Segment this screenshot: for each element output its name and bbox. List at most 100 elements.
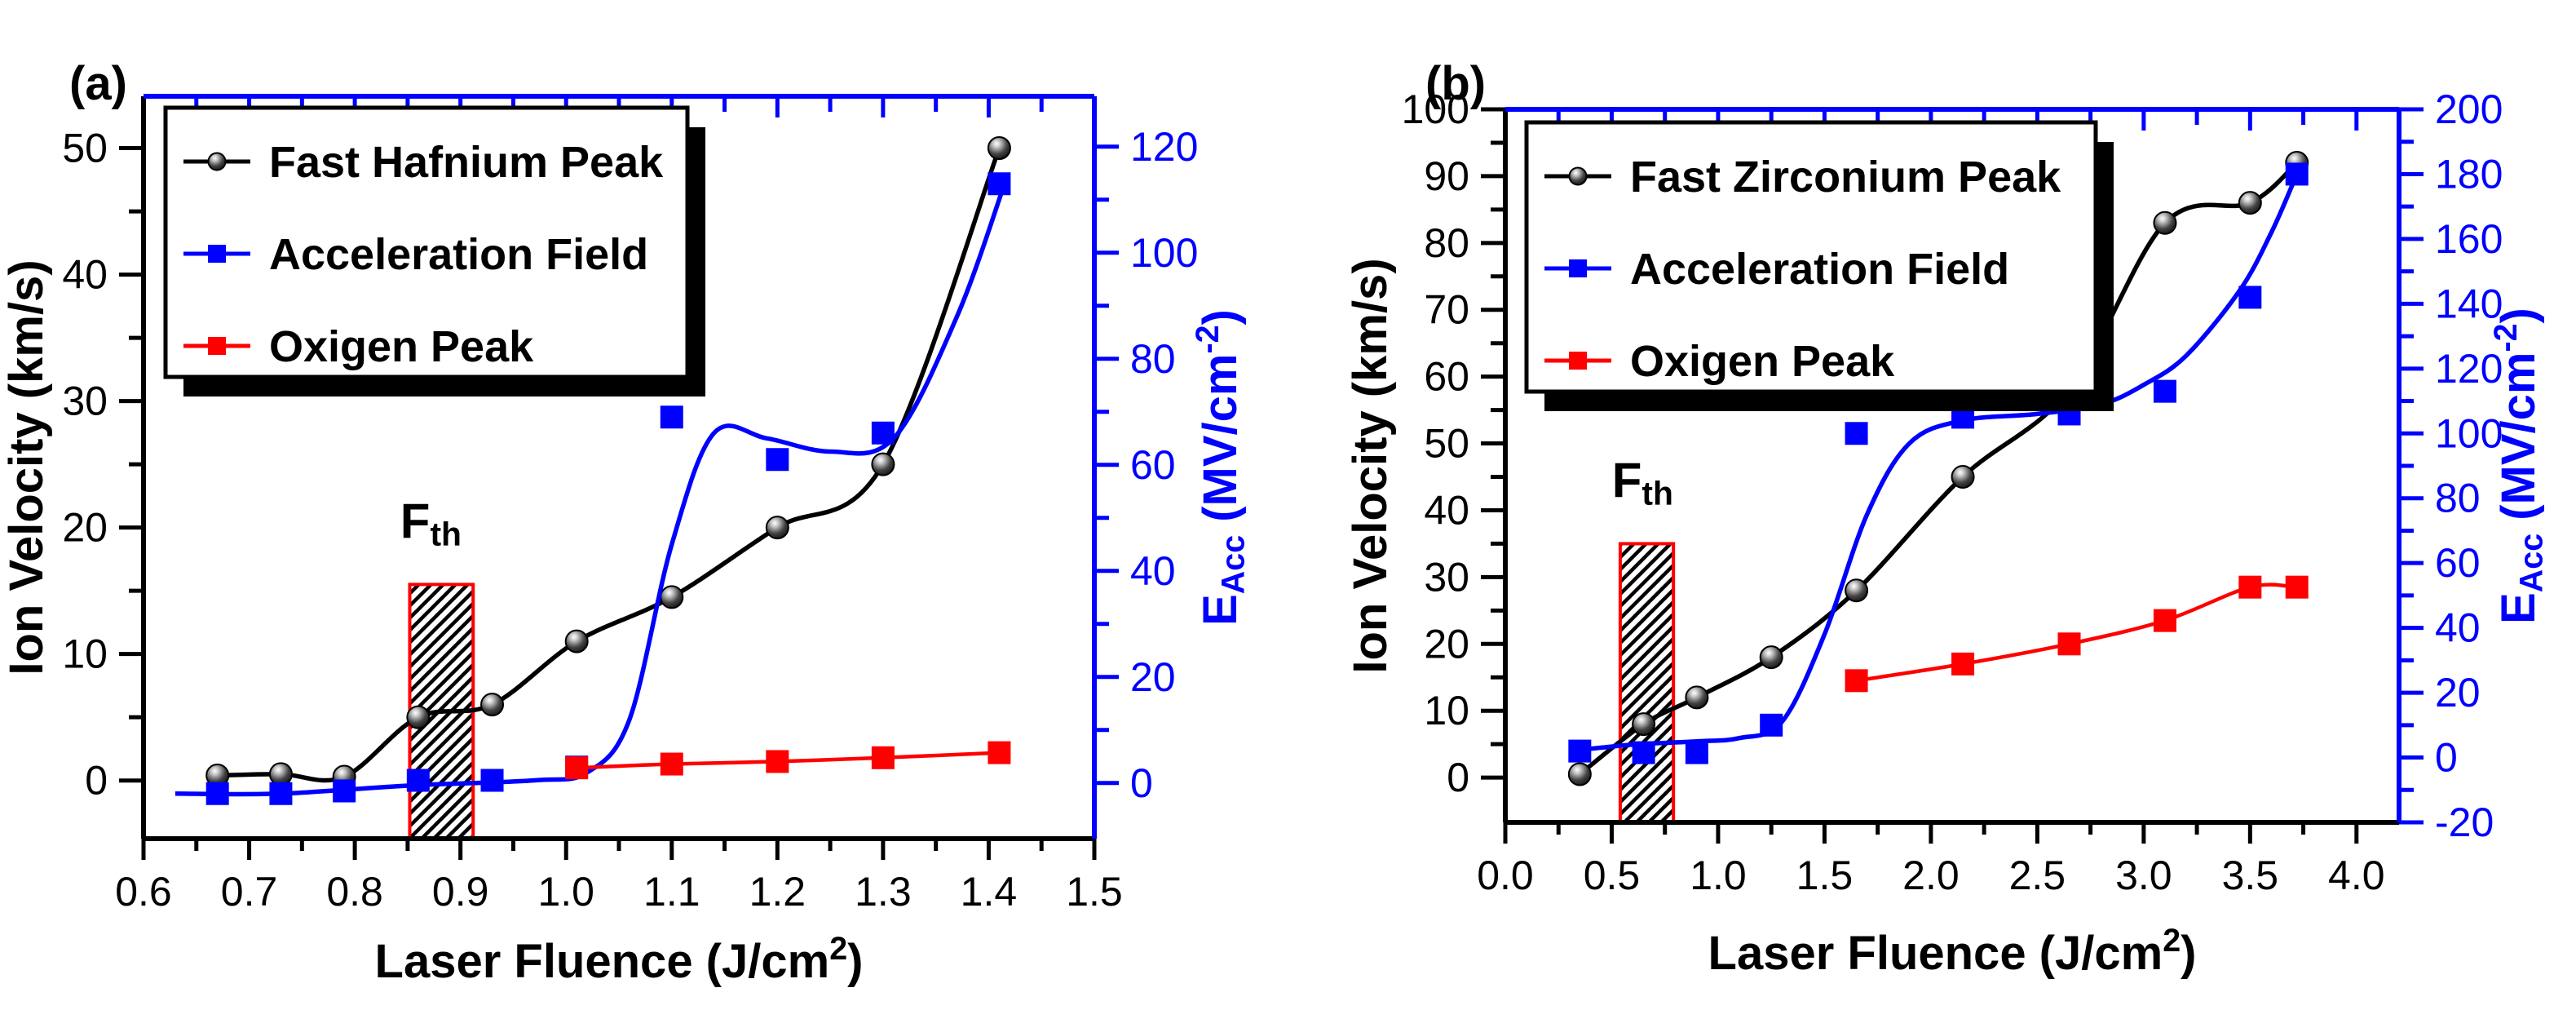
data-point-acceleration-field (871, 421, 895, 445)
right-tick-label: 120 (2435, 346, 2503, 392)
left-axis-title: Ion Velocity (km/s) (1344, 258, 1397, 673)
series-acceleration-field-curve (175, 183, 1007, 797)
data-point-oxigen-peak (988, 741, 1011, 764)
right-tick-label: 40 (1130, 548, 1176, 594)
x-tick-label: 1.2 (749, 869, 806, 915)
right-tick-label: 0 (2435, 735, 2458, 781)
legend-label-fast-zirconium-peak: Fast Zirconium Peak (1630, 153, 2061, 202)
data-point-acceleration-field (2153, 379, 2176, 403)
right-tick-label: 180 (2435, 151, 2503, 197)
right-tick-label: 120 (1130, 124, 1198, 170)
right-axis-title: EAcc (MV/cm-2) (2488, 308, 2549, 624)
data-point-fast-hafnium-peak (765, 516, 789, 540)
x-axis-title: Laser Fluence (J/cm2) (1708, 923, 2197, 980)
left-tick-label: 10 (62, 631, 108, 677)
right-tick-label: 100 (1130, 230, 1198, 276)
left-tick-label: 50 (1424, 421, 1469, 467)
data-point-fast-hafnium-peak (871, 452, 895, 476)
left-tick-label: 100 (1402, 86, 1469, 132)
panel-label-b: (b) (1425, 57, 1486, 110)
data-point-fast-zirconium-peak (1632, 712, 1656, 737)
panel-b: (b) Fth 0.0 0.5 1.0 1.5 2.0 2.5 3.0 3.5 4.0 0 10 20 30… (1344, 57, 2549, 980)
panel-a: (a) Fth 0.6 0.7 0.8 0.9 1.0 1.1 1.2 1.3 1.4 1.5 0 10 2… (0, 57, 1251, 988)
data-point-oxigen-peak (2153, 609, 2176, 632)
x-tick-label: 1.5 (1066, 869, 1123, 915)
left-tick-label: 30 (1424, 554, 1469, 600)
data-point-acceleration-field (766, 448, 789, 472)
x-tick-label: 1.0 (537, 869, 594, 915)
x-tick-label: 1.4 (961, 869, 1018, 915)
legend-marker-fast-zirconium-peak (1568, 166, 1588, 186)
right-tick-label: 20 (2435, 670, 2481, 715)
threshold-label-fth: Fth (1612, 453, 1673, 512)
legend-box (163, 105, 690, 379)
left-tick-label: 20 (1424, 621, 1469, 667)
data-point-fast-hafnium-peak (480, 693, 505, 717)
data-point-fast-hafnium-peak (268, 762, 293, 786)
x-tick-label: 4.0 (2328, 853, 2385, 898)
legend-marker-fast-hafnium-peak (207, 152, 227, 171)
legend-marker-oxigen-peak (1569, 352, 1587, 370)
data-point-fast-zirconium-peak (1567, 762, 1592, 786)
data-point-fast-zirconium-peak (1685, 685, 1709, 710)
left-tick-label: 30 (62, 379, 108, 424)
data-point-oxigen-peak (2238, 575, 2262, 599)
data-point-fast-hafnium-peak (987, 136, 1011, 161)
x-tick-label: 0.6 (115, 869, 172, 915)
left-tick-label: 0 (85, 758, 108, 804)
right-tick-label: 80 (1130, 336, 1176, 382)
data-point-oxigen-peak (565, 756, 589, 780)
data-point-acceleration-field (1632, 741, 1655, 764)
x-tick-label: 1.5 (1796, 853, 1854, 898)
x-tick-label: 0.5 (1584, 853, 1641, 898)
data-point-fast-zirconium-peak (1845, 578, 1869, 603)
left-tick-label: 50 (62, 126, 108, 171)
data-point-fast-zirconium-peak (2238, 191, 2262, 215)
data-point-acceleration-field (1685, 741, 1708, 764)
left-tick-label: 10 (1424, 688, 1469, 733)
data-point-oxigen-peak (766, 750, 789, 773)
right-tick-label: 140 (2435, 281, 2503, 326)
right-tick-label: 80 (2435, 476, 2481, 521)
data-point-fast-hafnium-peak (660, 585, 684, 609)
x-tick-label: 3.5 (2222, 853, 2279, 898)
data-point-acceleration-field (2285, 162, 2309, 186)
legend-label-oxigen-peak: Oxigen Peak (1630, 337, 1895, 386)
data-point-acceleration-field (1845, 422, 1868, 445)
legend-box (1524, 120, 2098, 394)
legend-marker-acceleration-field (1569, 259, 1587, 277)
data-point-fast-hafnium-peak (406, 705, 431, 729)
right-tick-label: 200 (2435, 86, 2503, 132)
x-tick-label: 1.3 (855, 869, 912, 915)
data-point-oxigen-peak (1951, 652, 1975, 676)
data-point-acceleration-field (988, 172, 1011, 196)
panel-label-a: (a) (69, 57, 127, 110)
ablation-threshold-box (1618, 542, 1676, 824)
data-point-fast-zirconium-peak (2153, 210, 2177, 235)
threshold-label-fth: Fth (400, 494, 462, 553)
right-axis-title: EAcc (MV/cm-2) (1190, 309, 1251, 626)
left-axis-title: Ion Velocity (km/s) (0, 259, 53, 675)
right-tick-label: 0 (1130, 760, 1153, 806)
data-point-oxigen-peak (1845, 669, 1868, 693)
right-tick-label: 20 (1130, 654, 1176, 700)
legend-marker-acceleration-field (208, 245, 226, 263)
x-tick-label: 3.0 (2115, 853, 2172, 898)
left-tick-label: 0 (1447, 755, 1469, 800)
data-point-fast-zirconium-peak (1759, 645, 1783, 670)
left-tick-label: 20 (62, 505, 108, 551)
x-tick-label: 2.5 (2009, 853, 2066, 898)
data-point-fast-hafnium-peak (564, 629, 589, 653)
right-tick-label: -20 (2435, 800, 2494, 845)
right-tick-label: 160 (2435, 216, 2503, 262)
data-point-acceleration-field (1760, 713, 1783, 737)
left-tick-label: 40 (62, 252, 108, 298)
right-tick-label: 60 (2435, 540, 2481, 586)
left-tick-label: 80 (1424, 220, 1469, 266)
series-acceleration-field-curve (1569, 173, 2300, 754)
x-tick-label: 2.0 (1902, 853, 1960, 898)
x-tick-label: 1.0 (1690, 853, 1747, 898)
data-point-fast-zirconium-peak (1951, 465, 1975, 489)
